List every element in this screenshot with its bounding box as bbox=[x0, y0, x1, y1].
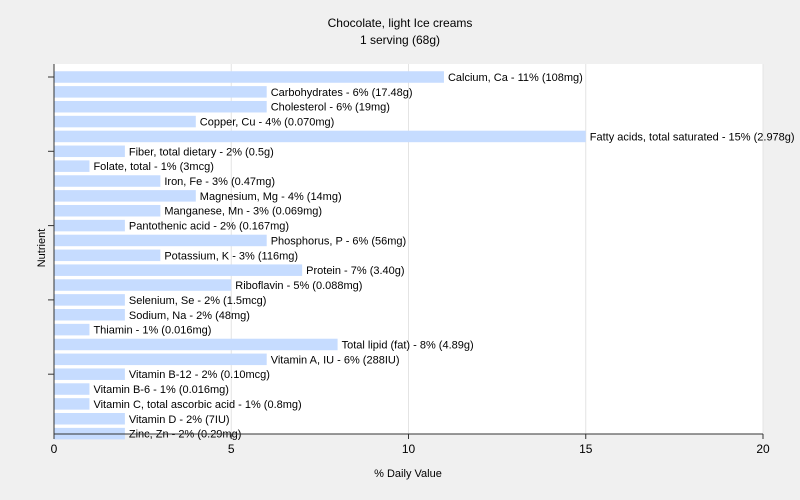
bar bbox=[54, 279, 232, 291]
bar-label: Zinc, Zn - 2% (0.29mg) bbox=[129, 429, 241, 441]
bar bbox=[54, 145, 125, 158]
bar bbox=[54, 383, 90, 395]
x-tick-label: 0 bbox=[51, 442, 58, 456]
bar bbox=[54, 100, 267, 113]
bar-label: Manganese, Mn - 3% (0.069mg) bbox=[164, 206, 322, 218]
bar bbox=[54, 264, 303, 276]
x-axis-label: % Daily Value bbox=[374, 468, 442, 480]
bar-label: Selenium, Se - 2% (1.5mcg) bbox=[129, 295, 267, 307]
bar-label: Total lipid (fat) - 8% (4.89g) bbox=[342, 339, 474, 351]
bar bbox=[54, 294, 125, 306]
bar-label: Protein - 7% (3.40g) bbox=[306, 265, 404, 277]
bar-label: Carbohydrates - 6% (17.48g) bbox=[271, 87, 413, 99]
bar-label: Vitamin D - 2% (7IU) bbox=[129, 414, 230, 426]
bar bbox=[54, 175, 161, 187]
bar bbox=[54, 234, 267, 247]
bar bbox=[54, 413, 125, 425]
bar-label: Phosphorus, P - 6% (56mg) bbox=[271, 235, 407, 247]
bar-label: Iron, Fe - 3% (0.47mg) bbox=[164, 176, 275, 188]
bar bbox=[54, 204, 161, 217]
x-tick-label: 15 bbox=[579, 442, 593, 456]
bar-label: Vitamin B-12 - 2% (0.10mcg) bbox=[129, 369, 270, 381]
bar bbox=[54, 309, 125, 321]
bar bbox=[54, 249, 161, 262]
bar bbox=[54, 190, 196, 202]
bar-label: Calcium, Ca - 11% (108mg) bbox=[448, 72, 583, 84]
bar-label: Fiber, total dietary - 2% (0.5g) bbox=[129, 146, 274, 158]
bar-label: Vitamin A, IU - 6% (288IU) bbox=[271, 354, 400, 366]
bar-label: Magnesium, Mg - 4% (14mg) bbox=[200, 191, 342, 203]
bar-label: Riboflavin - 5% (0.088mg) bbox=[235, 280, 362, 292]
chart-title: Chocolate, light Ice creams bbox=[328, 16, 473, 30]
bar-label: Vitamin C, total ascorbic acid - 1% (0.8… bbox=[93, 399, 301, 411]
bar-label: Fatty acids, total saturated - 15% (2.97… bbox=[590, 131, 795, 143]
bar bbox=[54, 219, 125, 232]
bar bbox=[54, 353, 267, 366]
bar bbox=[54, 160, 90, 172]
bar-label: Potassium, K - 3% (116mg) bbox=[164, 250, 298, 262]
bar-label: Pantothenic acid - 2% (0.167mg) bbox=[129, 221, 289, 233]
bar bbox=[54, 323, 90, 336]
bar bbox=[54, 130, 586, 143]
x-tick-label: 5 bbox=[228, 442, 235, 456]
bar bbox=[54, 115, 196, 128]
bar-label: Sodium, Na - 2% (48mg) bbox=[129, 310, 250, 322]
bar bbox=[54, 368, 125, 380]
bar-label: Folate, total - 1% (3mcg) bbox=[93, 161, 213, 173]
x-tick-label: 10 bbox=[402, 442, 416, 456]
bar-label: Vitamin B-6 - 1% (0.016mg) bbox=[93, 384, 229, 396]
chart-subtitle: 1 serving (68g) bbox=[360, 33, 440, 47]
bars: Calcium, Ca - 11% (108mg) Carbohydrates -… bbox=[54, 71, 795, 441]
y-axis-label: Nutrient bbox=[36, 229, 48, 268]
bar bbox=[54, 86, 267, 98]
bar-label: Cholesterol - 6% (19mg) bbox=[271, 102, 390, 114]
x-tick-label: 20 bbox=[756, 442, 770, 456]
bar-label: Copper, Cu - 4% (0.070mg) bbox=[200, 117, 335, 129]
bar bbox=[54, 71, 444, 83]
axes: 0 5 10 15 20 bbox=[48, 64, 770, 456]
bar bbox=[54, 398, 90, 410]
bar bbox=[54, 338, 338, 351]
bar-label: Thiamin - 1% (0.016mg) bbox=[93, 325, 211, 337]
